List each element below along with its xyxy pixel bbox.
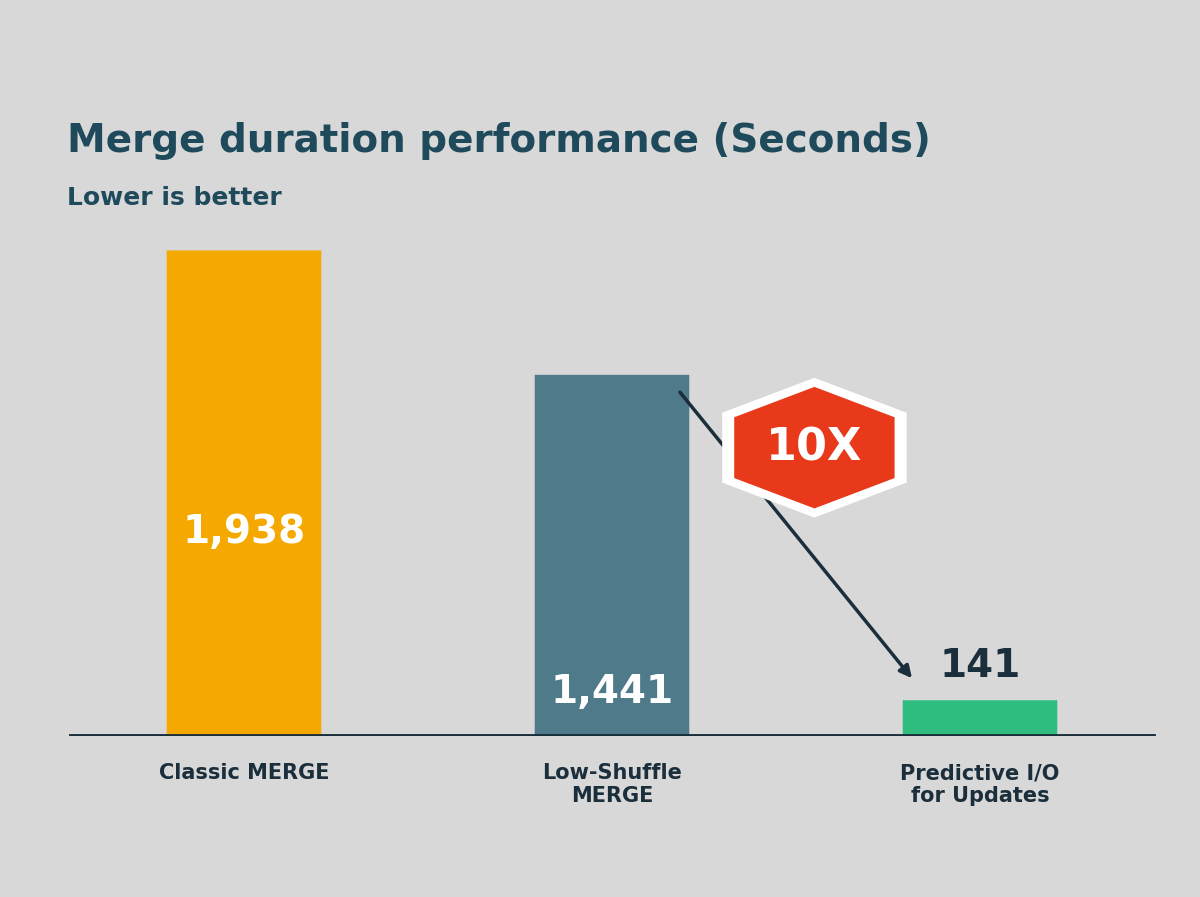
Text: Merge duration performance (Seconds): Merge duration performance (Seconds)	[67, 122, 931, 160]
Text: Classic MERGE: Classic MERGE	[158, 763, 329, 783]
Text: Low-Shuffle
MERGE: Low-Shuffle MERGE	[542, 763, 682, 806]
Text: 10X: 10X	[767, 426, 863, 469]
Text: 141: 141	[940, 648, 1021, 685]
Text: 1,938: 1,938	[182, 513, 306, 551]
Polygon shape	[722, 378, 907, 518]
FancyBboxPatch shape	[535, 375, 689, 736]
FancyBboxPatch shape	[167, 250, 322, 736]
Text: 1,441: 1,441	[551, 674, 673, 711]
Text: Lower is better: Lower is better	[67, 186, 282, 210]
FancyBboxPatch shape	[902, 701, 1057, 736]
Polygon shape	[734, 387, 894, 509]
Text: Predictive I/O
for Updates: Predictive I/O for Updates	[900, 763, 1060, 806]
